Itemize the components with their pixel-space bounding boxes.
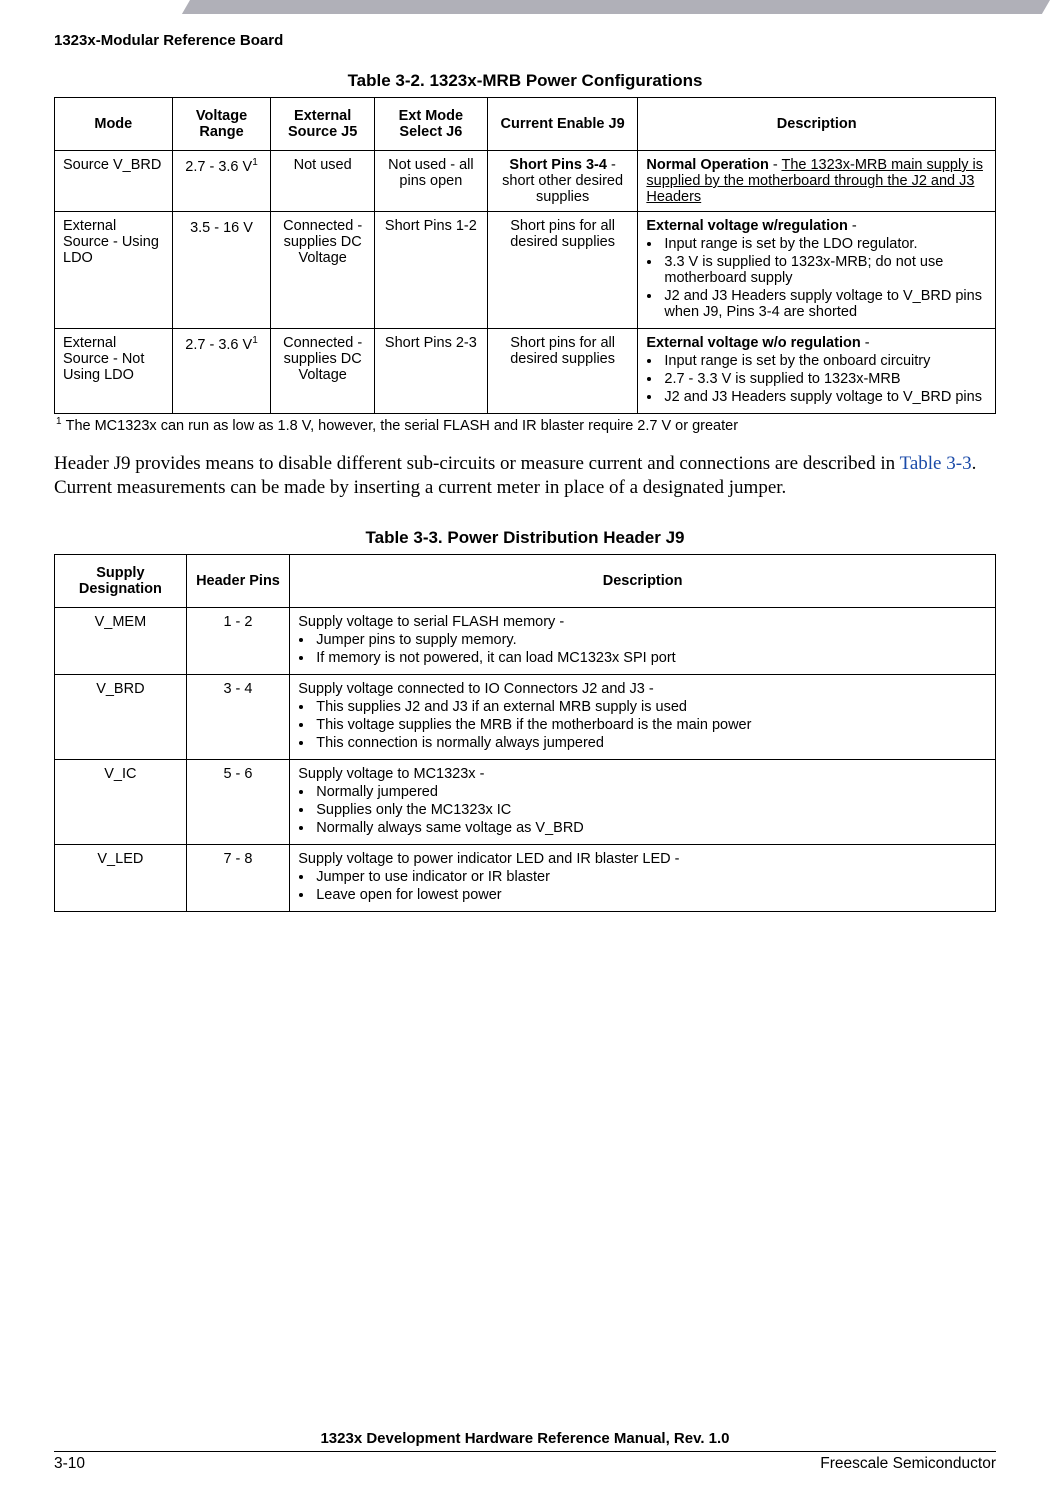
cell-current: Short pins for all desired supplies [487,329,638,414]
bullet: This connection is normally always jumpe… [314,735,987,751]
col-desc: Description [290,555,996,608]
cell-supply: V_BRD [55,675,187,760]
col-mode: Mode [55,98,173,151]
desc-bullets: This supplies J2 and J3 if an external M… [298,699,987,751]
bullet: Input range is set by the onboard circui… [662,353,987,369]
bullet: Normally always same voltage as V_BRD [314,820,987,836]
bullet: Jumper pins to supply memory. [314,632,987,648]
bullet: Leave open for lowest power [314,887,987,903]
col-ext-source: External Source J5 [271,98,375,151]
cell-desc: External voltage w/o regulation - Input … [638,329,996,414]
cell-ext-source: Not used [271,151,375,212]
power-dist-table: Supply Designation Header Pins Descripti… [54,554,996,912]
col-ext-mode: Ext Mode Select J6 [374,98,487,151]
desc-bullets: Input range is set by the LDO regulator.… [646,236,987,320]
cell-ext-source: Connected - supplies DC Voltage [271,212,375,329]
cell-desc: Supply voltage to serial FLASH memory - … [290,608,996,675]
cell-pins: 5 - 6 [186,760,290,845]
cell-supply: V_LED [55,845,187,912]
table-row: V_IC 5 - 6 Supply voltage to MC1323x - N… [55,760,996,845]
col-voltage: Voltage Range [172,98,271,151]
col-current: Current Enable J9 [487,98,638,151]
page-number: 3-10 [54,1455,85,1473]
bullet: Jumper to use indicator or IR blaster [314,869,987,885]
bullet: 2.7 - 3.3 V is supplied to 1323x-MRB [662,371,987,387]
desc-bullets: Input range is set by the onboard circui… [646,353,987,405]
table-row: V_LED 7 - 8 Supply voltage to power indi… [55,845,996,912]
page-footer: 3-10 Freescale Semiconductor [54,1452,996,1493]
cell-current: Short Pins 3-4 - short other desired sup… [487,151,638,212]
cell-voltage: 2.7 - 3.6 V1 [172,151,271,212]
bullet: Normally jumpered [314,784,987,800]
bullet: This voltage supplies the MRB if the mot… [314,717,987,733]
table-3-3-link[interactable]: Table 3-3 [900,453,972,474]
cell-mode: External Source - Using LDO [55,212,173,329]
bullet: Input range is set by the LDO regulator. [662,236,987,252]
cell-mode: Source V_BRD [55,151,173,212]
document-footer-title: 1323x Development Hardware Reference Man… [54,1430,996,1447]
cell-desc: Normal Operation - The 1323x-MRB main su… [638,151,996,212]
cell-pins: 7 - 8 [186,845,290,912]
cell-supply: V_MEM [55,608,187,675]
cell-ext-mode: Short Pins 1-2 [374,212,487,329]
bullet: 3.3 V is supplied to 1323x-MRB; do not u… [662,254,987,286]
bullet: This supplies J2 and J3 if an external M… [314,699,987,715]
bullet: J2 and J3 Headers supply voltage to V_BR… [662,389,987,405]
cell-desc: Supply voltage connected to IO Connector… [290,675,996,760]
bullet: If memory is not powered, it can load MC… [314,650,987,666]
cell-current: Short pins for all desired supplies [487,212,638,329]
cell-pins: 1 - 2 [186,608,290,675]
table-1-footnote: 1 The MC1323x can run as low as 1.8 V, h… [56,416,996,434]
cell-pins: 3 - 4 [186,675,290,760]
cell-mode: External Source - Not Using LDO [55,329,173,414]
table-2-title: Table 3-3. Power Distribution Header J9 [54,528,996,548]
cell-desc: Supply voltage to power indicator LED an… [290,845,996,912]
power-config-table: Mode Voltage Range External Source J5 Ex… [54,97,996,414]
bullet: J2 and J3 Headers supply voltage to V_BR… [662,288,987,320]
table-row: External Source - Not Using LDO 2.7 - 3.… [55,329,996,414]
desc-bullets: Jumper to use indicator or IR blaster Le… [298,869,987,903]
table-1-title: Table 3-2. 1323x-MRB Power Configuration… [54,71,996,91]
body-paragraph: Header J9 provides means to disable diff… [54,452,996,501]
cell-ext-mode: Short Pins 2-3 [374,329,487,414]
col-pins: Header Pins [186,555,290,608]
table-row: External Source - Using LDO 3.5 - 16 V C… [55,212,996,329]
table-row: V_BRD 3 - 4 Supply voltage connected to … [55,675,996,760]
cell-voltage: 2.7 - 3.6 V1 [172,329,271,414]
table-header-row: Mode Voltage Range External Source J5 Ex… [55,98,996,151]
company-name: Freescale Semiconductor [820,1455,996,1473]
col-desc: Description [638,98,996,151]
col-supply: Supply Designation [55,555,187,608]
header-stripe [182,0,1050,14]
bullet: Supplies only the MC1323x IC [314,802,987,818]
desc-bullets: Normally jumpered Supplies only the MC13… [298,784,987,836]
desc-bullets: Jumper pins to supply memory. If memory … [298,632,987,666]
table-row: V_MEM 1 - 2 Supply voltage to serial FLA… [55,608,996,675]
table-row: Source V_BRD 2.7 - 3.6 V1 Not used Not u… [55,151,996,212]
page: 1323x-Modular Reference Board Table 3-2.… [0,0,1050,1493]
cell-supply: V_IC [55,760,187,845]
table-header-row: Supply Designation Header Pins Descripti… [55,555,996,608]
cell-voltage: 3.5 - 16 V [172,212,271,329]
cell-ext-source: Connected - supplies DC Voltage [271,329,375,414]
cell-desc: External voltage w/regulation - Input ra… [638,212,996,329]
cell-ext-mode: Not used - all pins open [374,151,487,212]
cell-desc: Supply voltage to MC1323x - Normally jum… [290,760,996,845]
